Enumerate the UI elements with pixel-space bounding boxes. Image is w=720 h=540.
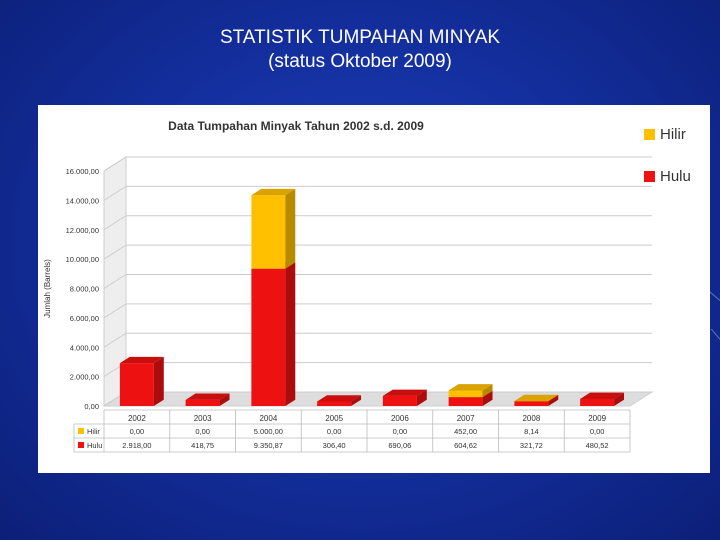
table-series-name: Hilir [87,427,100,436]
bar-hulu-front [448,397,483,406]
bar-hulu-side [416,389,427,406]
data-label: 0,00 [195,427,210,436]
y-tick-label: 16.000,00 [66,167,99,176]
gridline-diagonal [103,332,127,348]
x-tick-label: 2008 [522,414,540,423]
gridline-diagonal [103,185,127,201]
legend-swatch [644,129,655,140]
bar-hulu-front [119,363,154,406]
bar-hulu-front [317,401,352,406]
data-label: 5.000,00 [254,427,283,436]
y-tick-label: 8.000,00 [70,285,99,294]
data-label: 306,40 [323,441,346,450]
bar-hilir-side [482,384,493,398]
gridline-diagonal [103,244,127,260]
bar-hulu-top [119,356,164,364]
bar-hulu-front [251,268,286,406]
bar-hilir-side [548,394,559,402]
legend-swatch [644,171,655,182]
table-legend-swatch [78,428,84,434]
y-tick-label: 4.000,00 [70,343,99,352]
bar-hulu-side [351,395,362,406]
x-tick-label: 2009 [588,414,606,423]
bar-hulu-side [614,392,625,406]
legend-label: Hulu [660,168,691,185]
data-label: 452,00 [454,427,477,436]
data-label: 480,52 [586,441,609,450]
x-tick-label: 2006 [391,414,409,423]
y-tick-label: 10.000,00 [66,255,99,264]
table-legend-swatch [78,442,84,448]
bar-hulu-side [285,262,296,406]
x-tick-label: 2003 [194,414,212,423]
y-tick-label: 2.000,00 [70,373,99,382]
bar-hulu-side [153,356,164,406]
bar-hilir-front [448,390,483,398]
chart-title: Data Tumpahan Minyak Tahun 2002 s.d. 200… [168,119,424,133]
chart-svg: Data Tumpahan Minyak Tahun 2002 s.d. 200… [43,119,691,453]
bar-hulu-front [580,398,615,406]
y-tick-label: 12.000,00 [66,226,99,235]
data-label: 8,14 [524,427,539,436]
bar-hulu-top [382,389,427,396]
gridline-diagonal [103,303,127,319]
x-tick-label: 2002 [128,414,146,423]
slide-title-sub: (status Oktober 2009) [268,51,452,72]
chart-panel: Data Tumpahan Minyak Tahun 2002 s.d. 200… [38,105,710,473]
y-tick-label: 0,00 [84,402,99,411]
bar-hilir-front [251,195,286,269]
data-label: 321,72 [520,441,543,450]
data-label: 604,62 [454,441,477,450]
gridline-diagonal [103,156,127,172]
bar-hilir-top [514,394,559,402]
x-tick-label: 2005 [325,414,343,423]
data-label: 0,00 [590,427,605,436]
data-label: 690,06 [388,441,411,450]
legend-label: Hilir [660,126,686,143]
bar-hilir-top [251,188,296,196]
y-tick-label: 14.000,00 [66,196,99,205]
x-tick-label: 2004 [259,414,277,423]
bar-hulu-side [482,390,493,406]
bar-hilir-side [285,188,296,269]
data-label: 2.918,00 [122,441,151,450]
bar-hulu-front [514,401,549,406]
data-label: 0,00 [130,427,145,436]
gridline-diagonal [103,274,127,289]
decorative-line [710,328,720,353]
bar-hulu-side [219,393,230,406]
bar-hulu-top [317,395,362,402]
bar-hulu-side [548,394,559,406]
data-label: 0,00 [393,427,408,436]
bar-hulu-front [185,399,220,406]
bar-hulu-top [580,392,625,399]
x-tick-label: 2007 [457,414,475,423]
y-axis-label: Jumlah (Barrels) [43,259,52,318]
slide-title: STATISTIK TUMPAHAN MINYAK (status Oktobe… [0,26,720,74]
slide-title-main: STATISTIK TUMPAHAN MINYAK [219,27,501,48]
bar-hilir-top [448,384,493,391]
bar-hulu-front [382,395,417,406]
table-series-name: Hulu [87,441,102,450]
gridline-diagonal [103,215,127,231]
data-label: 0,00 [327,427,342,436]
bar-hulu-top [185,393,230,400]
data-label: 418,75 [191,441,214,450]
y-tick-label: 6.000,00 [70,314,99,323]
data-label: 9.350,87 [254,441,283,450]
